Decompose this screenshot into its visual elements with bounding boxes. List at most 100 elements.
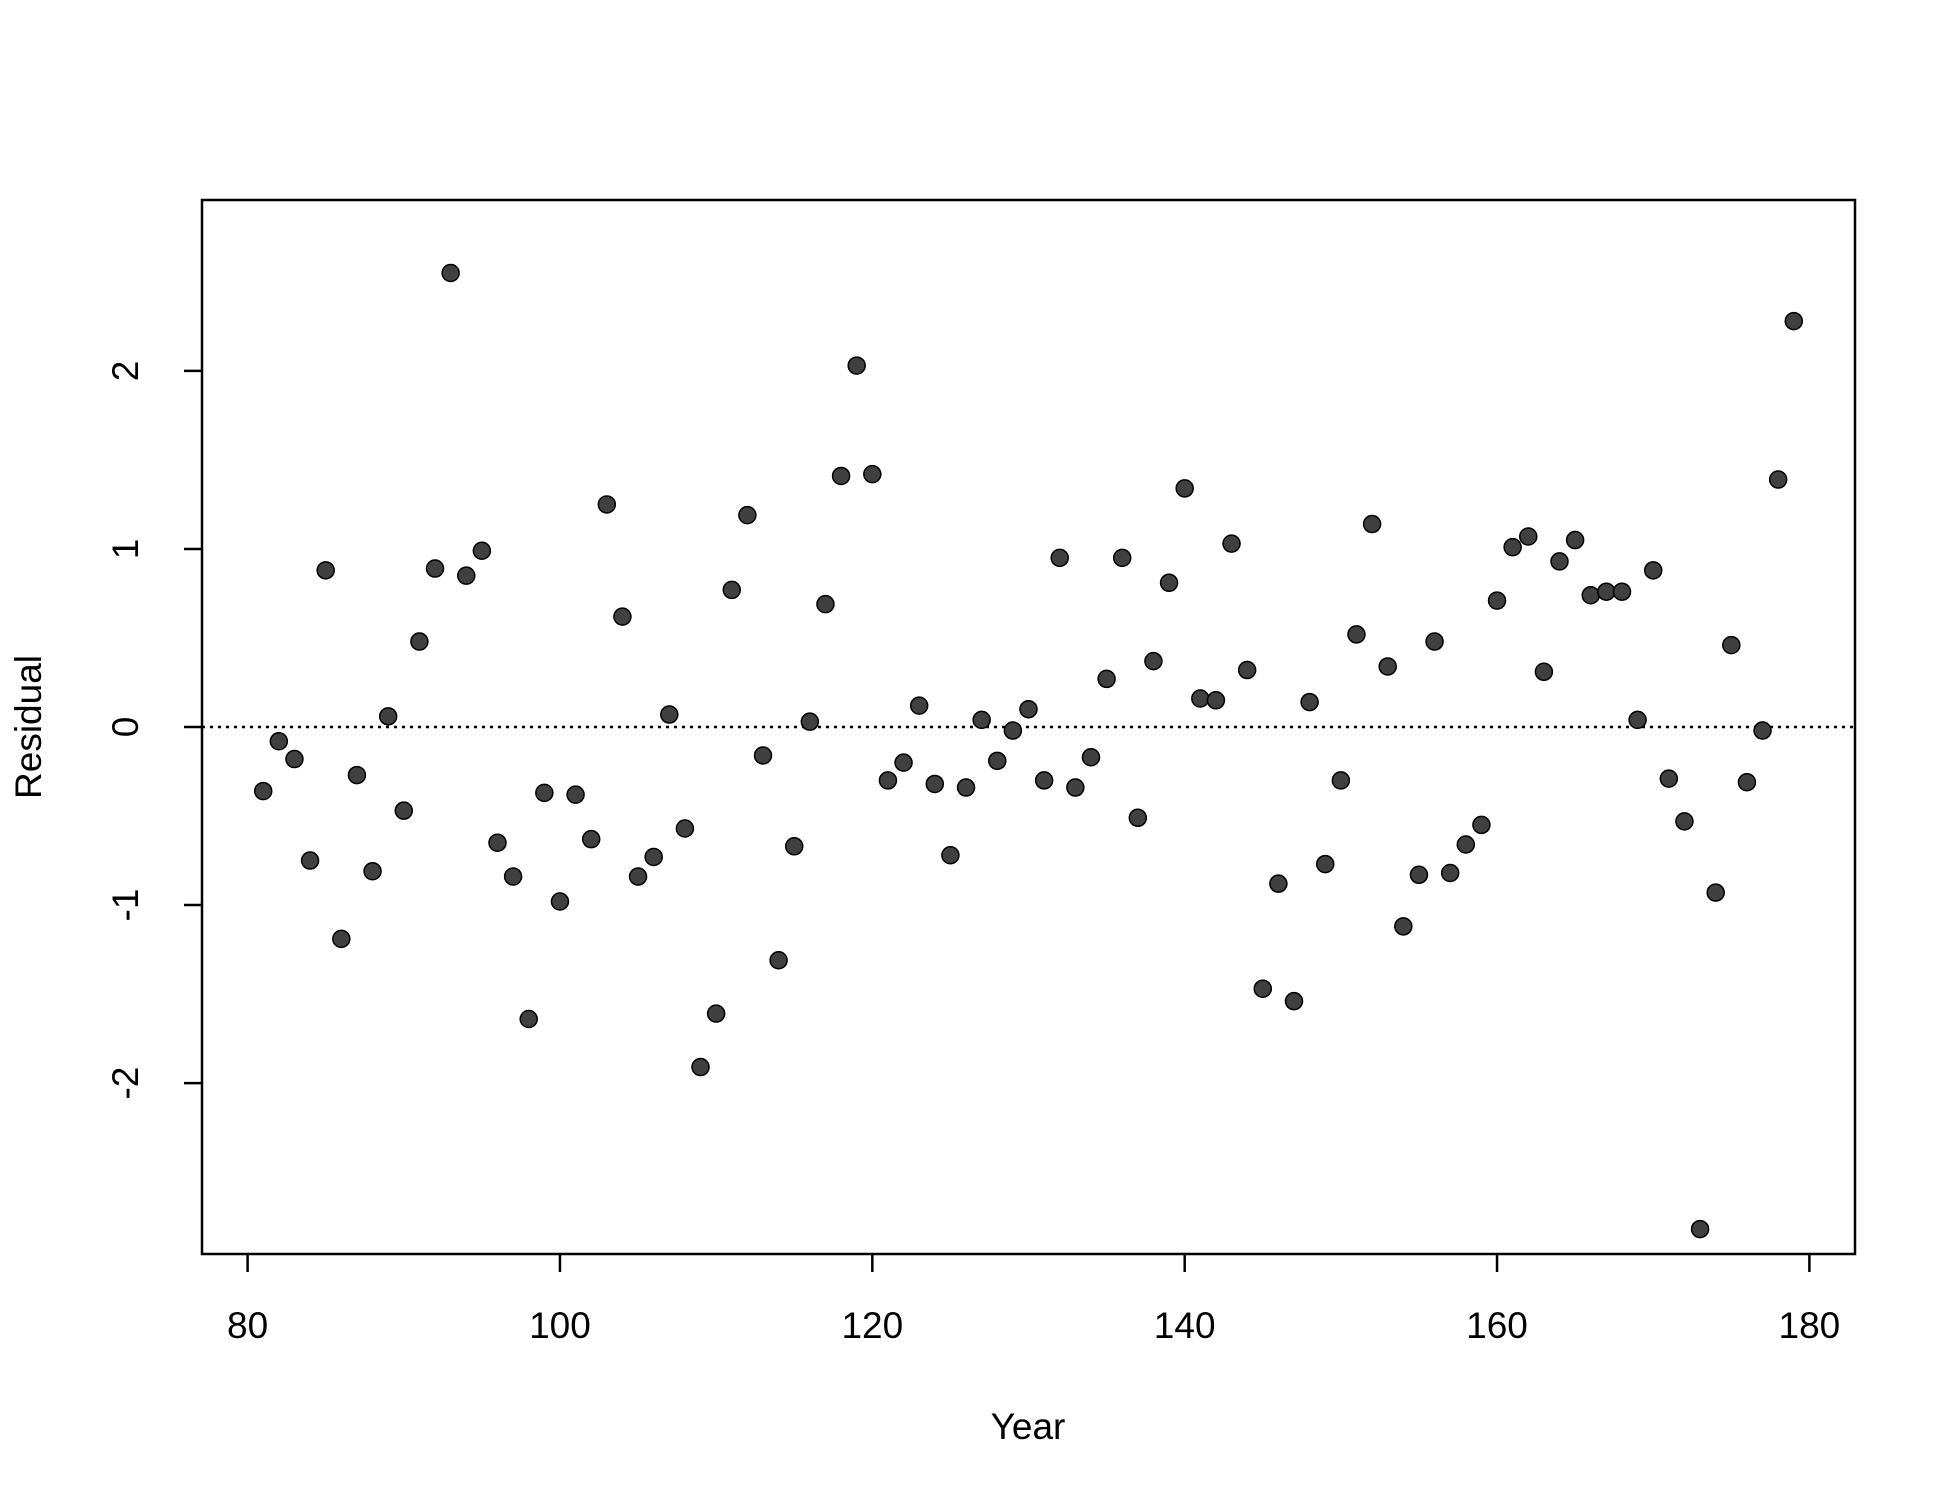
x-axis-label: Year <box>991 1406 1066 1447</box>
point <box>1487 591 1507 610</box>
point <box>784 837 804 856</box>
point <box>1737 772 1757 792</box>
point <box>1394 917 1413 936</box>
point <box>488 833 507 852</box>
x-tick-label: 100 <box>529 1305 591 1346</box>
point <box>1581 586 1600 605</box>
point <box>847 356 866 375</box>
point <box>956 778 976 797</box>
point <box>347 765 367 785</box>
point <box>1112 548 1132 568</box>
point <box>441 263 460 283</box>
point <box>941 845 960 865</box>
point <box>1050 548 1069 568</box>
point <box>1003 721 1023 740</box>
point <box>706 1004 726 1023</box>
point <box>613 607 632 626</box>
point <box>909 696 929 715</box>
point <box>1690 1219 1710 1239</box>
point <box>1034 771 1054 790</box>
point <box>535 783 554 803</box>
point <box>1597 582 1616 601</box>
x-tick-label: 140 <box>1154 1305 1216 1346</box>
x-tick-label: 160 <box>1466 1305 1528 1346</box>
point <box>1347 625 1366 644</box>
point <box>425 559 445 578</box>
point <box>269 731 289 751</box>
point <box>1503 537 1522 557</box>
point <box>722 580 742 600</box>
x-tick-label: 120 <box>841 1305 903 1346</box>
point <box>972 710 991 730</box>
x-tick-label: 180 <box>1779 1305 1841 1346</box>
point <box>581 829 601 849</box>
y-axis-label: Residual <box>8 655 49 799</box>
point <box>394 801 414 820</box>
point <box>816 594 835 614</box>
point <box>1081 748 1101 767</box>
point <box>1144 651 1163 671</box>
point <box>1175 479 1194 498</box>
point <box>1706 883 1725 902</box>
point <box>1237 660 1257 680</box>
point <box>1722 635 1741 655</box>
point <box>1565 530 1585 550</box>
point <box>831 466 851 486</box>
point <box>753 746 773 765</box>
point <box>691 1057 710 1077</box>
point <box>1378 657 1397 676</box>
point <box>1425 632 1444 651</box>
point <box>1440 863 1460 883</box>
point <box>1253 979 1273 998</box>
point <box>738 505 757 525</box>
point <box>1550 552 1569 571</box>
y-tick-label: -2 <box>105 1067 146 1100</box>
point <box>1315 854 1335 874</box>
point <box>566 785 585 804</box>
point <box>363 861 382 881</box>
point <box>332 929 351 949</box>
point <box>1519 527 1538 546</box>
point <box>988 751 1007 771</box>
point <box>1612 582 1632 601</box>
point <box>1331 771 1351 790</box>
point <box>1456 835 1476 854</box>
point <box>253 781 273 801</box>
point <box>863 464 882 484</box>
point <box>1097 669 1116 689</box>
point <box>316 561 335 580</box>
point <box>1066 778 1085 797</box>
point <box>519 1009 538 1029</box>
point <box>285 749 304 769</box>
point <box>894 753 913 772</box>
point <box>878 771 898 790</box>
point <box>925 774 945 794</box>
point <box>800 712 820 731</box>
point <box>457 566 476 585</box>
point <box>503 867 523 886</box>
point <box>378 707 398 726</box>
point <box>300 851 320 870</box>
point <box>1659 769 1679 788</box>
y-tick-label: 0 <box>105 717 146 738</box>
point <box>1643 561 1663 580</box>
point <box>1675 812 1694 831</box>
point <box>550 892 570 911</box>
point <box>1284 991 1304 1011</box>
point <box>1768 470 1788 489</box>
point <box>1628 710 1647 730</box>
point <box>1206 691 1226 710</box>
point <box>1362 514 1382 534</box>
point <box>1784 311 1804 331</box>
y-tick-label: -1 <box>105 889 146 922</box>
point <box>1019 699 1038 719</box>
point <box>675 819 695 838</box>
x-tick-label: 80 <box>227 1305 268 1346</box>
point <box>597 495 617 514</box>
point <box>410 632 429 651</box>
point <box>1409 865 1429 885</box>
y-tick-label: 1 <box>105 539 146 560</box>
point <box>1269 874 1288 893</box>
point <box>1534 662 1554 682</box>
